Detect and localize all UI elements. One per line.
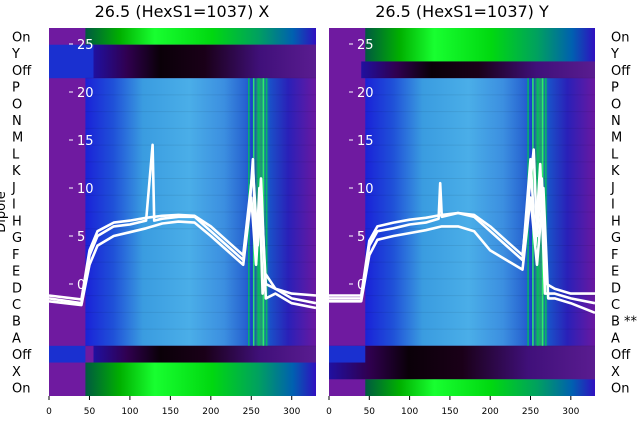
row-label: H bbox=[611, 214, 621, 229]
row-label: D bbox=[611, 281, 621, 296]
x-tick-label: 200 bbox=[482, 407, 499, 417]
inner-y-tick-label: 15 bbox=[77, 134, 94, 149]
x-tick-label: 150 bbox=[441, 407, 458, 417]
row-label: I bbox=[611, 198, 615, 213]
band-on-top bbox=[365, 28, 595, 62]
row-label: J bbox=[11, 181, 16, 196]
inner-y-tick-label: 15 bbox=[357, 134, 374, 149]
inner-y-tick-label: 20 bbox=[357, 86, 374, 101]
band-off-bottom bbox=[329, 345, 595, 380]
series-line-2 bbox=[329, 148, 595, 297]
series-line-2 bbox=[48, 167, 317, 301]
row-label: K bbox=[12, 164, 21, 179]
row-label: A bbox=[12, 331, 21, 346]
row-label: On bbox=[12, 30, 30, 45]
row-label: Off bbox=[611, 64, 631, 79]
row-label: H bbox=[12, 214, 22, 229]
row-label: O bbox=[611, 97, 621, 112]
row-label: B bbox=[12, 315, 21, 330]
band-edge bbox=[49, 44, 94, 79]
inner-y-tick-label: 0 bbox=[77, 278, 85, 293]
inner-y-tick-label: 5 bbox=[77, 230, 85, 245]
x-tick-label: 250 bbox=[522, 407, 539, 417]
inner-y-tick-label: 20 bbox=[77, 86, 94, 101]
inner-y-tick-label: 0 bbox=[357, 278, 365, 293]
x-tick-label: 0 bbox=[326, 407, 332, 417]
row-label: F bbox=[12, 248, 19, 263]
row-label: On bbox=[611, 382, 629, 397]
x-tick-label: 150 bbox=[162, 407, 179, 417]
band-dipoles bbox=[85, 78, 316, 346]
stripe bbox=[545, 78, 547, 346]
row-label: O bbox=[12, 97, 22, 112]
row-label: Off bbox=[12, 64, 32, 79]
row-label: B ** bbox=[611, 315, 638, 330]
row-label: Y bbox=[610, 47, 619, 62]
inner-y-tick-label: 5 bbox=[357, 230, 365, 245]
row-label: L bbox=[12, 147, 20, 162]
row-label: J bbox=[610, 181, 615, 196]
row-label: K bbox=[611, 164, 620, 179]
band-dipoles bbox=[365, 78, 595, 346]
row-label: Y bbox=[11, 47, 20, 62]
series-line-0 bbox=[48, 143, 317, 305]
x-tick-label: 100 bbox=[121, 407, 138, 417]
band-on-bottom bbox=[85, 362, 316, 396]
row-label: C bbox=[12, 298, 21, 313]
row-label: I bbox=[12, 198, 16, 213]
row-label: C bbox=[611, 298, 620, 313]
band-edge bbox=[329, 345, 366, 363]
stripe bbox=[265, 78, 268, 346]
row-label: E bbox=[12, 265, 20, 280]
inner-y-tick-label: 10 bbox=[357, 182, 374, 197]
band-off-bottom bbox=[93, 345, 316, 363]
row-label: Off bbox=[611, 348, 631, 363]
x-tick-label: 50 bbox=[84, 407, 96, 417]
x-tick-label: 200 bbox=[202, 407, 219, 417]
row-label: X bbox=[611, 365, 620, 380]
row-label: M bbox=[611, 131, 622, 146]
band-edge bbox=[49, 345, 86, 363]
band-on-bottom bbox=[365, 379, 595, 396]
inner-y-tick-label: 10 bbox=[77, 182, 94, 197]
chart-title: 26.5 (HexS1=1037) Y bbox=[375, 2, 549, 21]
band-off-top bbox=[361, 61, 595, 79]
chart-title: 26.5 (HexS1=1037) X bbox=[95, 2, 270, 21]
row-label: X bbox=[12, 365, 21, 380]
row-label: N bbox=[12, 114, 22, 129]
row-label: F bbox=[611, 248, 618, 263]
y-axis-label: Dipole bbox=[0, 191, 9, 232]
row-label: L bbox=[611, 147, 619, 162]
x-tick-label: 300 bbox=[283, 407, 300, 417]
row-label: M bbox=[12, 131, 23, 146]
row-label: P bbox=[12, 81, 20, 96]
inner-y-tick-label: 25 bbox=[77, 38, 94, 53]
x-tick-label: 0 bbox=[46, 407, 52, 417]
x-tick-label: 50 bbox=[364, 407, 376, 417]
x-tick-label: 250 bbox=[243, 407, 260, 417]
row-label: P bbox=[611, 81, 619, 96]
row-label: E bbox=[611, 265, 619, 280]
row-label: On bbox=[12, 382, 30, 397]
row-label: G bbox=[611, 231, 621, 246]
x-tick-label: 100 bbox=[401, 407, 418, 417]
row-label: G bbox=[12, 231, 22, 246]
inner-y-tick-label: 25 bbox=[357, 38, 374, 53]
row-label: D bbox=[12, 281, 22, 296]
row-label: On bbox=[611, 30, 629, 45]
row-label: N bbox=[611, 114, 621, 129]
row-label: A bbox=[611, 331, 620, 346]
row-label: Off bbox=[12, 348, 32, 363]
band-on-top bbox=[85, 28, 316, 45]
band-off-top bbox=[93, 44, 316, 79]
x-tick-label: 300 bbox=[562, 407, 579, 417]
